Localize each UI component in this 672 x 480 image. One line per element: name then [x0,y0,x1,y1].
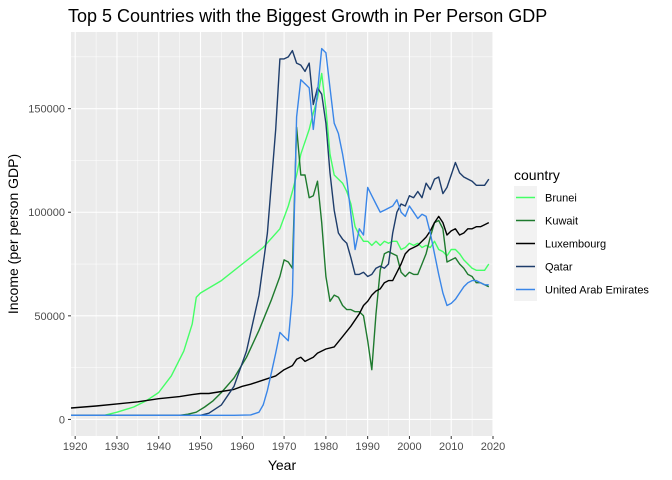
plot-panel [71,32,493,436]
y-tick-label: 150000 [28,104,65,116]
x-tick-label: 1920 [63,441,87,453]
series-line-kuwait [71,126,490,416]
series-lines [70,47,490,416]
series-line-united-arab-emirates [71,47,489,416]
x-tick-label: 1940 [147,441,171,453]
grid-lines [71,32,494,472]
y-tick-label: 0 [59,414,65,426]
series-line-qatar [71,49,490,416]
x-axis: 1920 1930 1940 1950 1960 1970 1980 1990 2000 2010… [63,436,505,453]
x-tick-label: 1930 [105,441,129,453]
legend-label-kuwait: Kuwait [545,216,578,228]
chart-title: Top 5 Countries with the Biggest Growth … [68,6,547,26]
x-tick-label: 1970 [272,441,296,453]
x-tick-label: 2000 [397,441,421,453]
legend-label-qatar: Qatar [545,262,573,274]
x-tick-label: 1980 [314,441,338,453]
x-tick-label: 1950 [188,441,212,453]
x-tick-label: 1960 [230,441,254,453]
x-tick-label: 1990 [355,441,379,453]
series-line-luxembourg [70,215,490,409]
legend-label-brunei: Brunei [545,193,577,205]
x-tick-label: 2010 [439,441,463,453]
x-tick-label: 2020 [481,441,505,453]
y-axis: 0 50000 100000 150000 [28,104,71,426]
y-axis-title: Income (per person GDP) [5,154,21,314]
y-tick-label: 50000 [34,311,65,323]
legend: country Brunei Kuwait Luxembourg Qatar Unite… [514,167,649,301]
legend-label-luxembourg: Luxembourg [545,239,606,251]
legend-title: country [514,167,560,183]
legend-label-united-arab-emirates: United Arab Emirates [545,285,649,297]
series-line-brunei [71,72,490,416]
y-tick-label: 100000 [28,207,65,219]
x-axis-title: Year [268,457,297,473]
